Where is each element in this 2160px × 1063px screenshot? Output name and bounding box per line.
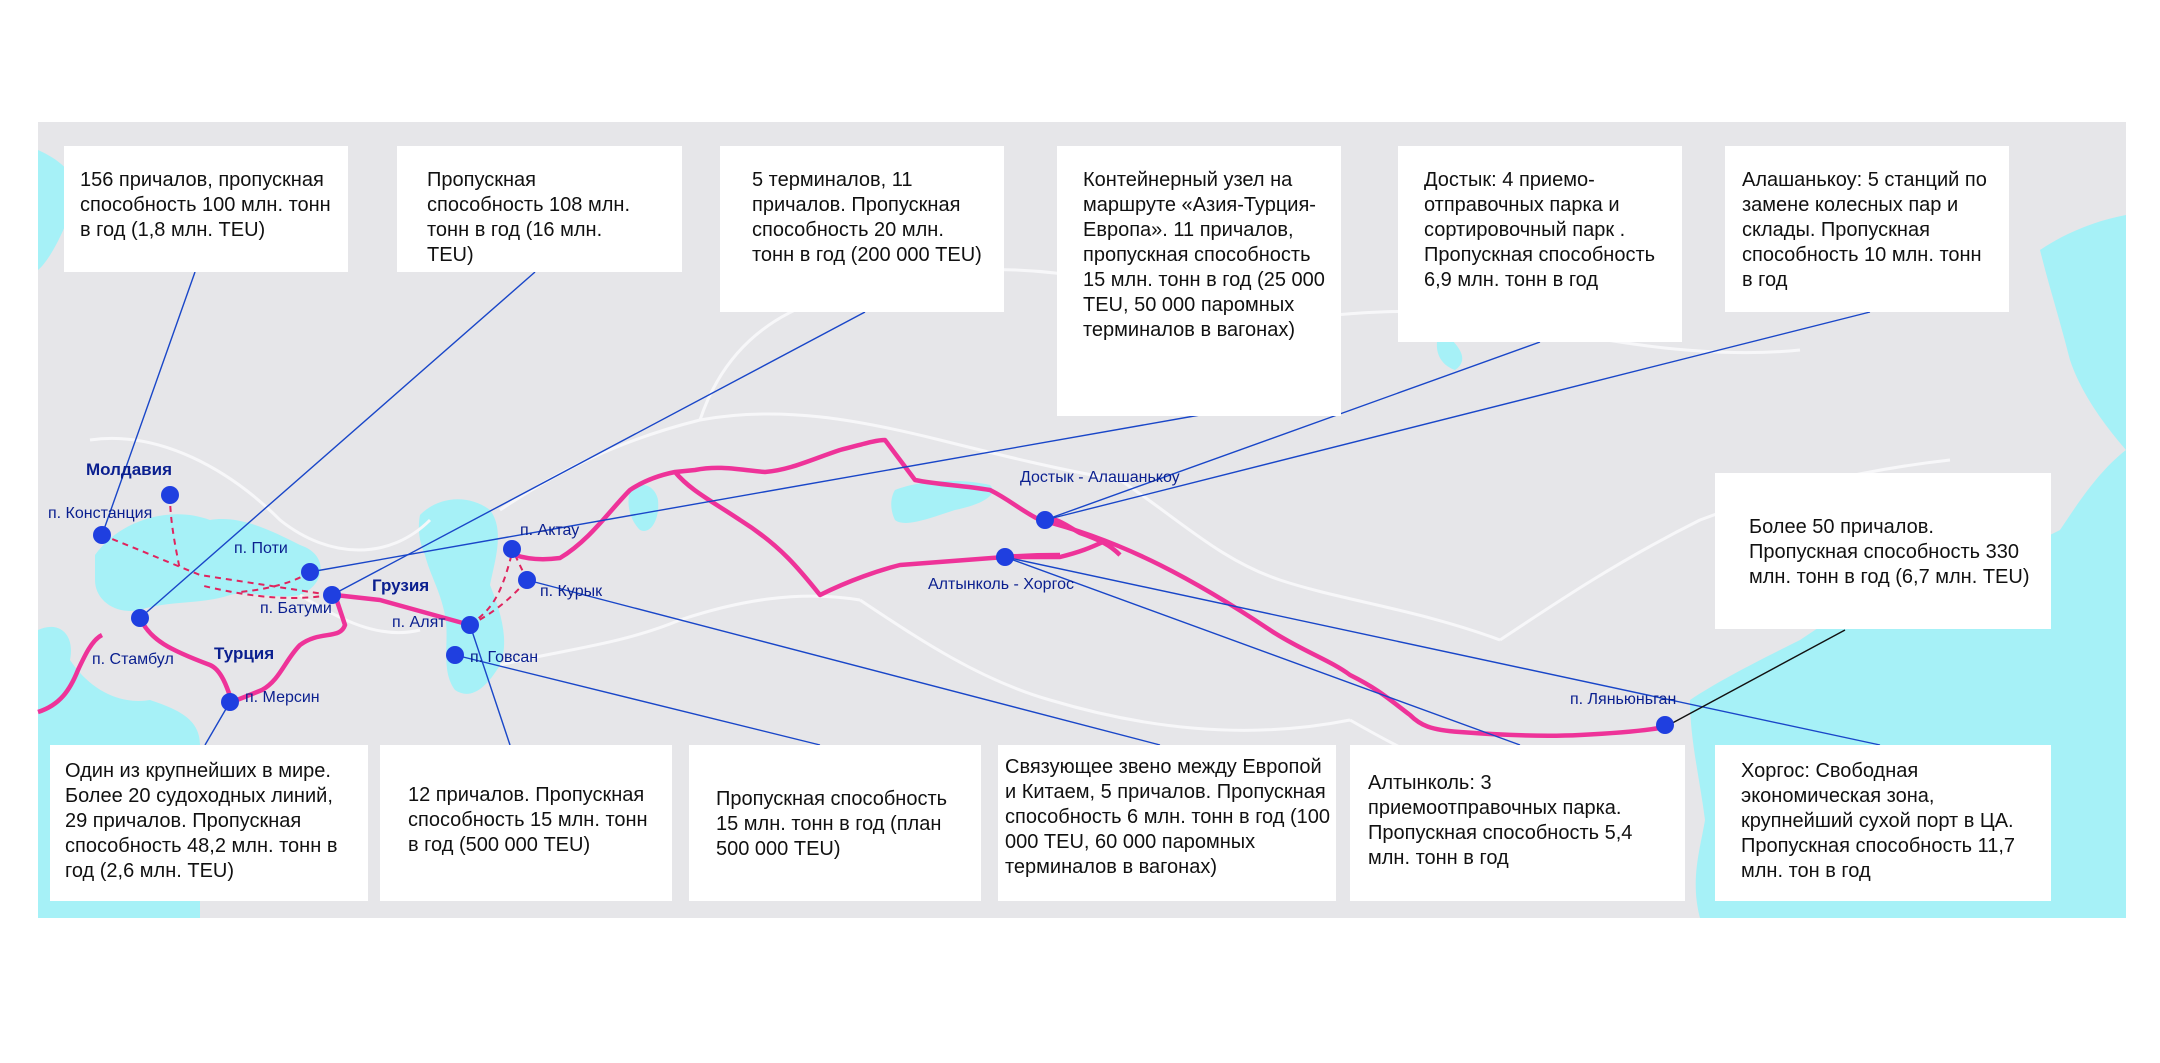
node-constanta: [93, 526, 111, 544]
label-altynkol: Алтынколь - Хоргос: [928, 576, 1074, 593]
label-lianyungang: п. Ляньюньган: [1570, 691, 1677, 708]
node-poti: [301, 563, 319, 581]
label-mersin: п. Мерсин: [245, 689, 320, 706]
node-altynkol: [996, 548, 1014, 566]
callout-batumi: 5 терминалов, 11 причалов. Пропускная сп…: [720, 146, 1004, 312]
callout-constanta: 156 причалов, пропускная способность 100…: [64, 146, 348, 272]
route-nodes: [93, 486, 1674, 734]
label-georgia: Грузия: [372, 576, 430, 595]
callout-aktau: Связующее звено между Европой и Китаем, …: [998, 745, 1336, 901]
node-istanbul: [131, 609, 149, 627]
label-kuryk: п. Курык: [540, 583, 603, 600]
leader-line-lianyungang: [1664, 629, 1846, 728]
node-govsan: [446, 646, 464, 664]
callout-alyat: Контейнерный узел на маршруте «Азия-Турц…: [1057, 146, 1341, 416]
label-alyat: п. Алят: [392, 614, 446, 631]
black-sea: [95, 514, 321, 611]
callout-dostyk: Достык: 4 приемо-отправочных парка и сор…: [1398, 146, 1682, 342]
node-lianyungang: [1656, 716, 1674, 734]
callout-altynkol: Алтынколь: 3 приемоотправочных парка. Пр…: [1350, 745, 1685, 901]
node-moldova: [161, 486, 179, 504]
label-constanta: п. Констанция: [48, 505, 153, 522]
label-aktau: п. Актау: [520, 522, 580, 539]
node-mersin: [221, 693, 239, 711]
node-kuryk: [518, 571, 536, 589]
caspian-sea: [418, 499, 505, 694]
node-dostyk: [1036, 511, 1054, 529]
label-batumi: п. Батуми: [260, 600, 332, 617]
ferry-routes: [101, 494, 528, 626]
sea-of-japan: [2040, 215, 2126, 450]
callout-istanbul: Один из крупнейших в мире. Более 20 судо…: [50, 745, 368, 901]
aral-sea: [628, 484, 659, 531]
leader-lines: [101, 271, 1881, 746]
node-aktau: [503, 540, 521, 558]
label-moldova: Молдавия: [86, 460, 172, 479]
callout-lianyungang: Более 50 причалов. Пропускная способност…: [1715, 473, 2051, 629]
callout-mersin: 12 причалов. Пропускная способность 15 м…: [380, 745, 672, 901]
callout-alashankou: Алашанькоу: 5 станций по замене колесных…: [1725, 146, 2009, 312]
label-poti: п. Поти: [234, 540, 288, 557]
callout-govsan: Пропускная способность 15 млн. тонн в го…: [689, 745, 981, 901]
label-istanbul: п. Стамбул: [92, 651, 174, 668]
callout-poti: Пропускная способность 108 млн. тонн в г…: [397, 146, 682, 272]
lake-balkhash: [891, 480, 993, 523]
label-dostyk: Достык - Алашанькоу: [1020, 469, 1180, 486]
callout-khorgos: Хоргос: Свободная экономическая зона, кр…: [1715, 745, 2051, 901]
node-alyat: [461, 616, 479, 634]
node-batumi: [323, 586, 341, 604]
label-turkey: Турция: [214, 644, 275, 663]
label-govsan: п. Говсан: [470, 649, 539, 666]
